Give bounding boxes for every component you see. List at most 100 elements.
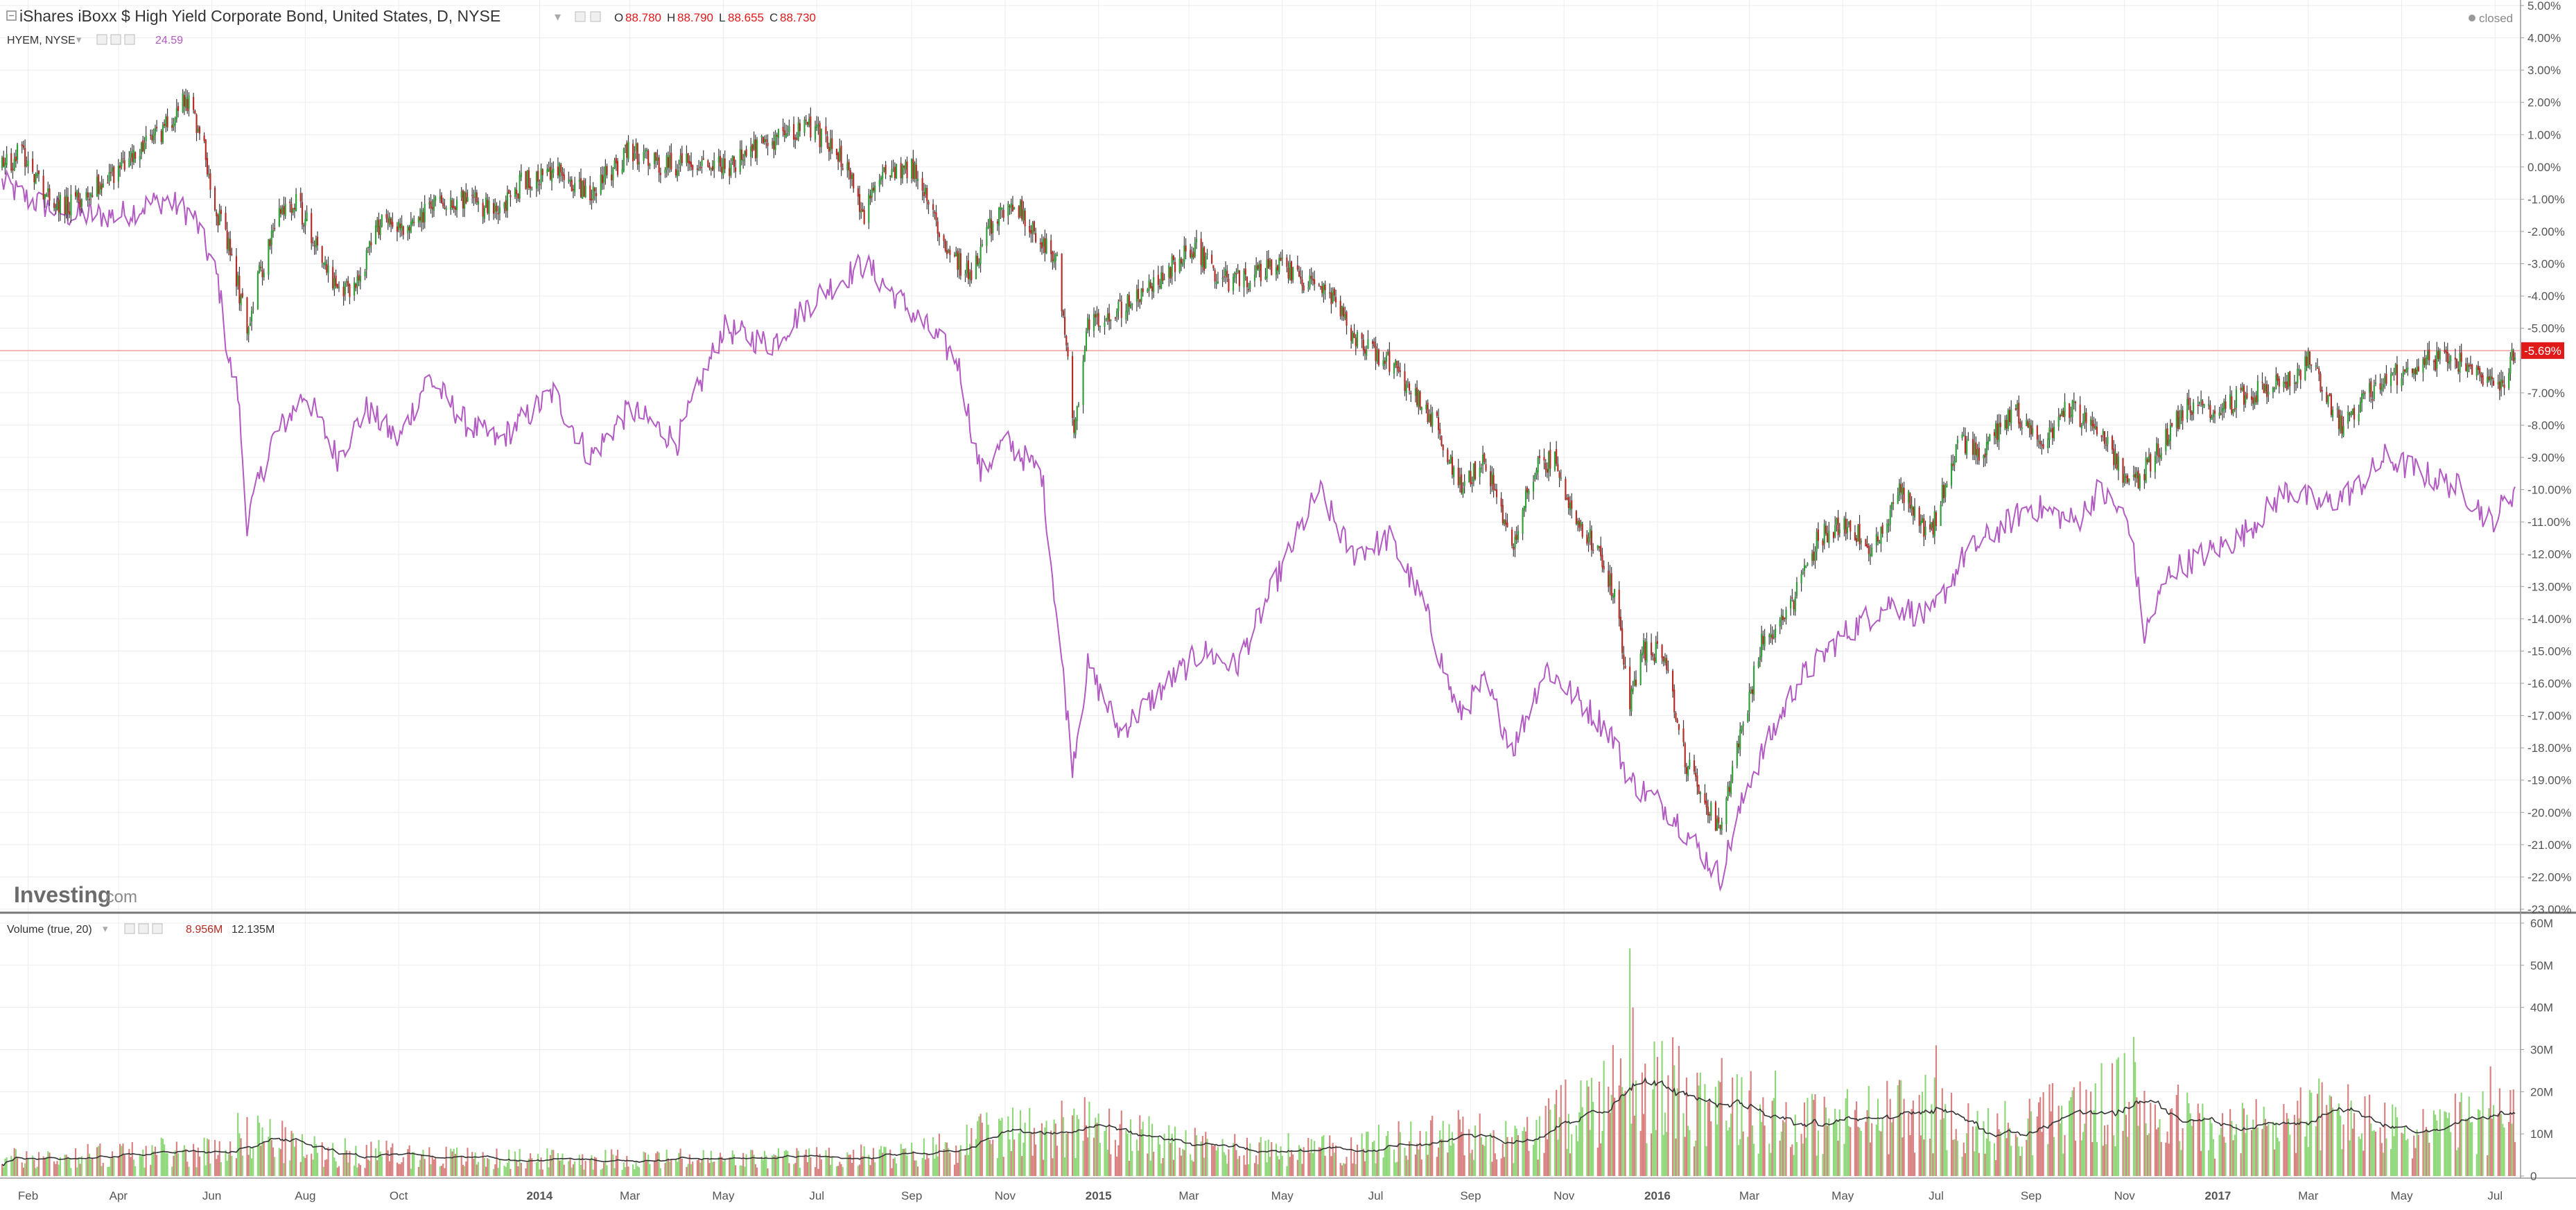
volume-bar	[1985, 1138, 1987, 1176]
candle-body	[279, 209, 282, 214]
volume-bar	[1010, 1151, 1012, 1176]
candle	[217, 213, 219, 233]
volume-bar	[1771, 1101, 1773, 1176]
candle-body	[1554, 451, 1556, 471]
compare-dropdown-icon[interactable]: ▾	[76, 34, 82, 46]
collapse-legend-icon[interactable]	[6, 10, 17, 21]
candle	[980, 238, 982, 273]
candle	[1598, 545, 1601, 552]
volume-remove-icon[interactable]	[152, 923, 163, 934]
candle-body	[1868, 546, 1870, 554]
volume-bar	[497, 1168, 499, 1176]
candle	[2372, 391, 2374, 410]
volume-bar	[2156, 1129, 2158, 1176]
candle-body	[601, 175, 604, 184]
candle	[2361, 389, 2363, 412]
compare-settings-icon[interactable]	[96, 34, 107, 45]
volume-bar	[2350, 1101, 2352, 1176]
candle	[2448, 353, 2451, 369]
candle-body	[53, 202, 55, 208]
candle-body	[347, 281, 349, 286]
volume-bar	[730, 1157, 732, 1176]
candle-body	[2246, 393, 2248, 398]
candle	[1655, 635, 1657, 663]
candle	[183, 91, 185, 115]
candle-body	[510, 195, 512, 198]
candle-body	[1689, 760, 1691, 767]
candle-body	[2057, 417, 2060, 427]
candle	[1442, 444, 1444, 457]
candle	[1791, 588, 1793, 602]
settings-icon[interactable]	[575, 11, 586, 22]
candle-body	[711, 166, 714, 170]
candle-body	[578, 179, 580, 182]
volume-bar	[1410, 1121, 1412, 1176]
volume-bar	[1794, 1114, 1796, 1176]
candle-body	[2304, 356, 2306, 380]
candle	[1590, 525, 1593, 557]
candle-body	[24, 148, 26, 167]
volume-bar	[1492, 1130, 1495, 1176]
volume-bar	[488, 1159, 490, 1176]
candle-body	[422, 212, 424, 223]
volume-axis-label: 20M	[2530, 1085, 2553, 1098]
compare-hide-icon[interactable]	[110, 34, 121, 45]
candle-body	[1334, 297, 1337, 303]
candle-body	[1300, 276, 1302, 279]
volume-bar	[1800, 1134, 1802, 1176]
volume-bar	[601, 1168, 604, 1176]
volume-hide-icon[interactable]	[138, 923, 149, 934]
candle	[572, 184, 575, 199]
candle-body	[2332, 410, 2334, 417]
candle-body	[1814, 551, 1816, 561]
volume-bar	[686, 1166, 688, 1176]
series-dropdown-icon[interactable]: ▾	[555, 10, 561, 24]
candle-body	[465, 192, 467, 204]
candle	[460, 186, 462, 202]
candle	[1996, 414, 1999, 447]
volume-bar	[1687, 1125, 1689, 1176]
volume-bar	[433, 1159, 435, 1176]
candle	[1667, 660, 1669, 674]
candle	[711, 160, 714, 172]
candle	[808, 113, 810, 128]
candle	[1451, 450, 1454, 479]
volume-dropdown-icon[interactable]: ▾	[103, 923, 108, 935]
candle-body	[78, 192, 80, 201]
candle-body	[980, 247, 982, 264]
volume-bar	[1554, 1104, 1556, 1176]
volume-bar	[47, 1151, 49, 1176]
candle-body	[177, 106, 180, 111]
candle	[1221, 270, 1224, 288]
volume-settings-icon[interactable]	[124, 923, 135, 934]
candle-body	[1429, 414, 1432, 426]
candle-body	[971, 270, 973, 281]
volume-bar	[1898, 1080, 1901, 1176]
volume-bar	[869, 1165, 871, 1176]
candle-body	[517, 193, 519, 199]
candle-body	[1407, 382, 1409, 383]
candle-body	[772, 141, 774, 146]
candle	[2460, 343, 2462, 367]
volume-bar	[1472, 1159, 1474, 1176]
volume-bar	[892, 1158, 894, 1176]
candle	[2318, 366, 2320, 382]
time-axis[interactable]: Feb Apr Jun Aug Oct 2014 Mar May Jul Sep Nov 2015 Ma…	[18, 1189, 2503, 1202]
candle-body	[22, 145, 25, 148]
volume-bar	[670, 1159, 672, 1176]
candle-body	[2111, 436, 2114, 450]
candle	[2433, 359, 2435, 371]
volume-bar	[1933, 1077, 1935, 1176]
volume-bar	[1174, 1126, 1176, 1176]
candle-body	[1371, 341, 1374, 344]
hide-icon[interactable]	[590, 11, 601, 22]
candle	[498, 200, 501, 220]
candle	[787, 125, 789, 137]
compare-remove-icon[interactable]	[124, 34, 135, 45]
candle	[516, 182, 518, 204]
candle	[688, 155, 690, 171]
volume-bar	[659, 1168, 661, 1176]
price-axis[interactable]: -23.00%-22.00%-21.00%-20.00%-19.00%-18.0…	[2521, 0, 2571, 916]
candle-body	[858, 194, 861, 212]
